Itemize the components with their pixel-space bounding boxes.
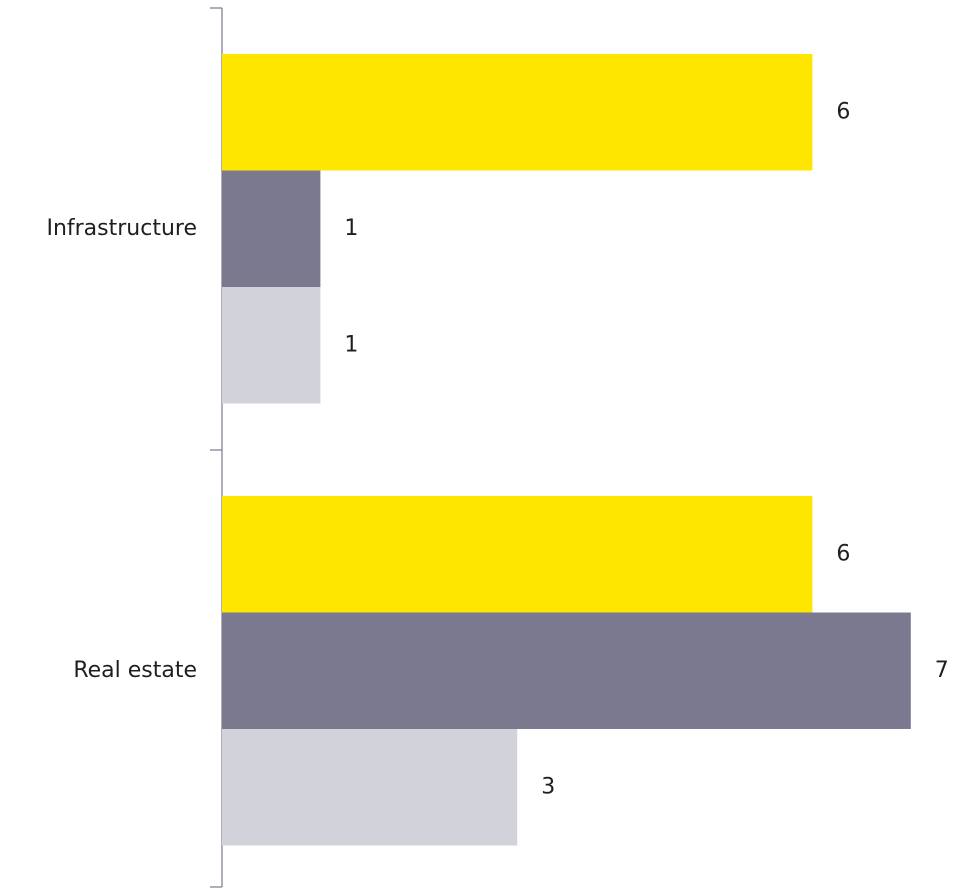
category-label: Real estate [73,658,197,683]
data-label: 3 [541,774,555,799]
bar-real-estate-s3 [222,729,518,846]
data-label: 1 [344,332,358,357]
data-label: 6 [836,99,850,124]
bar-real-estate-s1 [222,496,813,613]
bar-infrastructure-s2 [222,170,321,287]
labels-layer: 6 1 1 Infrastructure 6 7 3 Real estate [46,99,948,799]
bar-real-estate-s2 [222,612,911,729]
axis-layer [210,7,223,888]
data-label: 7 [935,658,949,683]
data-label: 1 [344,216,358,241]
bars-layer [222,54,911,846]
category-label: Infrastructure [46,216,197,241]
data-label: 6 [836,541,850,566]
bar-infrastructure-s1 [222,54,813,171]
bar-infrastructure-s3 [222,287,321,404]
